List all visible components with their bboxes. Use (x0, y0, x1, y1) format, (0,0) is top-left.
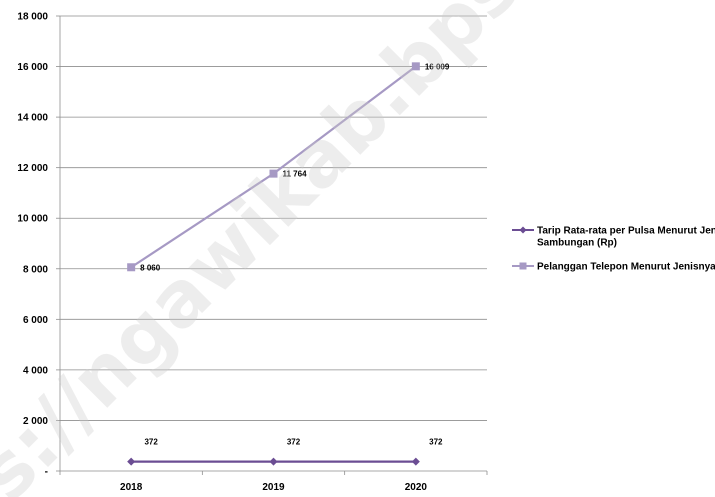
legend-marker (519, 262, 527, 270)
data-label: 372 (144, 438, 158, 447)
legend-label: Sambungan (Rp) (537, 238, 617, 249)
y-tick-label: 8 000 (23, 264, 48, 275)
data-label: 16 009 (425, 62, 450, 71)
data-label: 11 764 (283, 170, 308, 179)
data-point (411, 62, 420, 71)
x-tick-label: 2018 (120, 482, 143, 493)
y-tick-label: 16 000 (17, 62, 48, 73)
gridlines (60, 15, 487, 421)
data-label: 8 060 (140, 263, 161, 272)
series-line (130, 65, 417, 269)
axes (56, 15, 488, 475)
data-point (269, 169, 278, 178)
data-point (127, 263, 136, 272)
data-label: 372 (429, 438, 443, 447)
y-tick-label: 4 000 (23, 365, 48, 376)
legend-marker (519, 226, 527, 234)
x-tick-label: 2020 (405, 482, 428, 493)
legend-label: Pelanggan Telepon Menurut Jenisnya (537, 262, 715, 273)
y-tick-label: - (45, 467, 48, 478)
y-tick-label: 2 000 (23, 416, 48, 427)
y-tick-label: 18 000 (17, 12, 48, 23)
data-point (127, 457, 136, 466)
x-tick-label: 2019 (262, 482, 285, 493)
data-label: 372 (287, 438, 301, 447)
legend: Tarip Rata-rata per Pulsa Menurut JenisS… (512, 226, 715, 273)
y-tick-label: 10 000 (17, 214, 48, 225)
series (127, 62, 420, 466)
data-point (411, 457, 420, 466)
data-labels: 372 372 372 8 060 11 764 16 009 (140, 62, 450, 446)
legend-label: Tarip Rata-rata per Pulsa Menurut Jenis (537, 226, 715, 237)
y-tick-label: 12 000 (17, 163, 48, 174)
data-point (269, 457, 278, 466)
x-tick-labels: 2018 2019 2020 (120, 482, 427, 493)
y-tick-label: 6 000 (23, 315, 48, 326)
y-tick-labels: - 2 000 4 000 6 000 8 000 10 000 12 000 14 000 1… (17, 12, 48, 478)
y-tick-label: 14 000 (17, 113, 48, 124)
